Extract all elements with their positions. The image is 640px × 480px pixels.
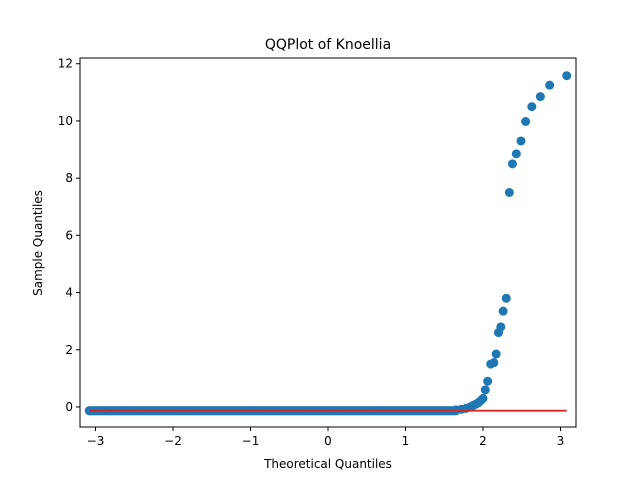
data-point — [478, 393, 488, 403]
x-tick-label: −3 — [87, 434, 105, 448]
data-point — [489, 358, 499, 368]
y-tick-label: 10 — [58, 114, 73, 128]
y-axis-label: Sample Quantiles — [31, 190, 45, 296]
x-axis-ticks: −3 −2 −1 0 1 2 3 — [87, 427, 565, 448]
chart-title: QQPlot of Knoellia — [265, 37, 391, 53]
y-tick-label: 4 — [65, 286, 73, 300]
plot-frame — [79, 57, 577, 428]
y-axis-ticks: 0 2 4 6 8 10 12 — [58, 57, 80, 414]
x-tick-label: −1 — [242, 434, 260, 448]
data-point — [535, 92, 545, 102]
y-tick-label: 8 — [65, 171, 73, 185]
data-point — [521, 117, 531, 127]
x-tick-label: −2 — [164, 434, 182, 448]
y-tick-label: 6 — [65, 228, 73, 242]
data-point — [496, 322, 506, 332]
data-point — [504, 187, 514, 197]
data-point — [562, 71, 572, 81]
data-point — [507, 159, 517, 169]
data-point — [545, 80, 555, 90]
data-point — [480, 385, 490, 395]
data-point — [527, 102, 537, 112]
points-layer — [84, 71, 572, 416]
y-tick-label: 2 — [65, 343, 73, 357]
x-tick-label: 0 — [324, 434, 332, 448]
x-tick-label: 1 — [402, 434, 410, 448]
data-point — [498, 306, 508, 316]
x-tick-label: 3 — [557, 434, 565, 448]
y-tick-label: 12 — [58, 57, 73, 71]
x-tick-label: 2 — [479, 434, 487, 448]
data-point — [516, 136, 526, 146]
data-point — [491, 349, 501, 359]
y-tick-label: 0 — [65, 400, 73, 414]
data-point — [483, 376, 493, 386]
data-point — [511, 149, 521, 159]
x-axis-label: Theoretical Quantiles — [263, 457, 392, 471]
data-point — [501, 293, 511, 303]
